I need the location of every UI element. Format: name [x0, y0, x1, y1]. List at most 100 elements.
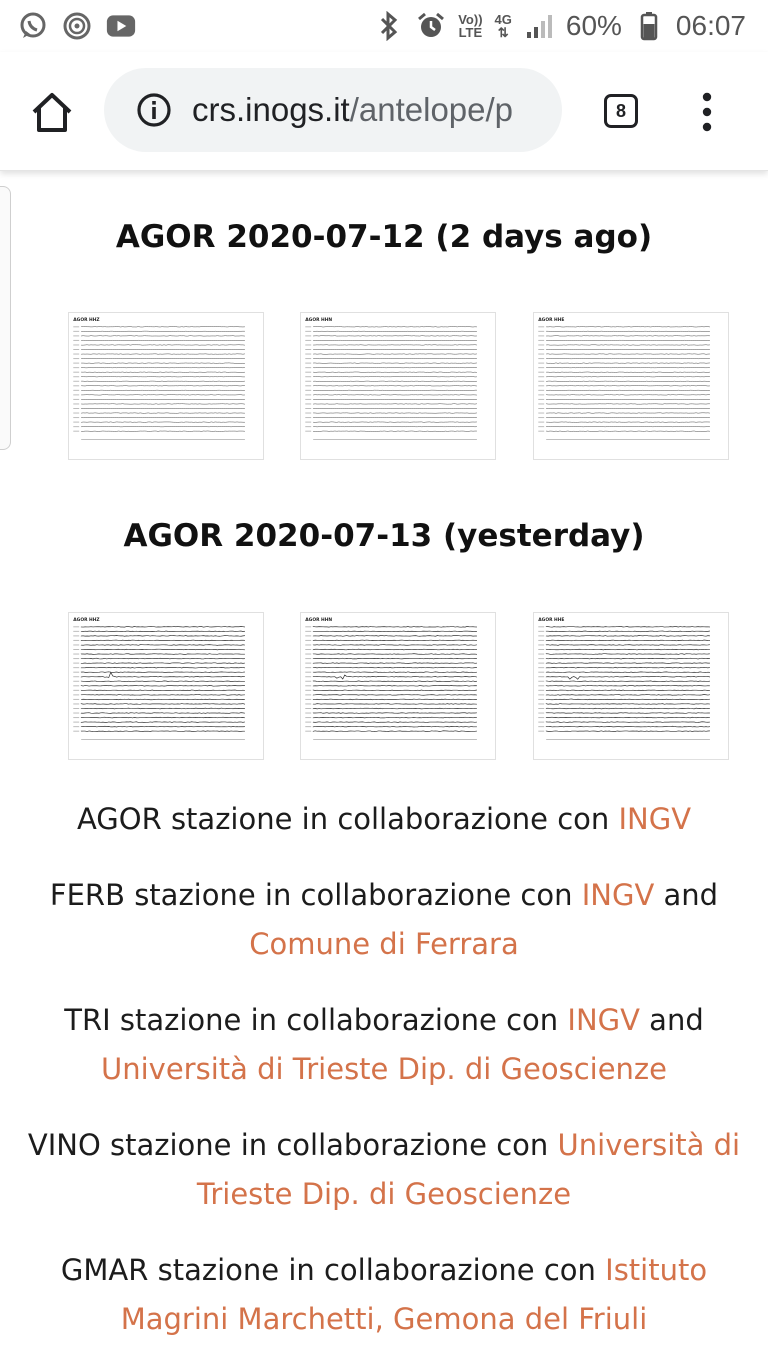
seismic-trace: [81, 663, 245, 664]
seismic-trace: [546, 640, 710, 641]
seismic-trace: [81, 672, 245, 677]
seismic-trace: [81, 658, 245, 659]
url-text[interactable]: crs.inogs.it/antelope/p: [192, 91, 513, 129]
seismic-trace: [313, 645, 477, 646]
url-path: /antelope/p: [350, 91, 513, 128]
seismic-trace: [81, 640, 245, 641]
seismic-trace: [81, 672, 245, 673]
seismic-trace: [81, 631, 245, 632]
info-icon[interactable]: [136, 92, 172, 128]
seismic-trace: [546, 699, 710, 700]
url-bar[interactable]: crs.inogs.it/antelope/p: [104, 68, 562, 152]
plot-channel-label: AGOR HHE: [538, 317, 564, 323]
seismogram-plot: AGOR HHZ: [69, 313, 263, 459]
seismic-trace: [313, 654, 477, 655]
volte-icon: Vo))LTE: [458, 13, 482, 39]
seismogram-plot: AGOR HHN: [301, 613, 495, 759]
seismic-trace: [546, 717, 710, 718]
seismogram-thumbnail[interactable]: AGOR HHZ: [68, 612, 264, 760]
seismic-trace: [313, 658, 477, 659]
seismogram-thumbnail[interactable]: AGOR HHN: [300, 612, 496, 760]
seismic-trace: [81, 708, 245, 709]
seismic-trace: [81, 626, 245, 627]
credit-link[interactable]: Università di Trieste Dip. di Geoscienze: [101, 1052, 667, 1086]
home-icon: [28, 88, 76, 136]
seismogram-plot: AGOR HHZ: [69, 613, 263, 759]
seismic-trace: [313, 685, 477, 686]
seismic-trace: [546, 731, 710, 732]
battery-icon: [634, 11, 664, 41]
credit-line-agor: AGOR stazione in collaborazione con INGV: [24, 795, 744, 844]
seismic-trace: [313, 722, 477, 723]
seismic-trace: [546, 704, 710, 705]
seismic-trace: [546, 626, 710, 627]
seismic-trace: [546, 695, 710, 696]
plot-channel-label: AGOR HHE: [538, 617, 564, 623]
seismic-trace: [546, 654, 710, 655]
seismic-trace: [313, 649, 477, 650]
seismic-trace: [81, 636, 245, 637]
seismic-trace: [546, 658, 710, 659]
seismic-trace: [546, 663, 710, 664]
seismic-trace: [81, 667, 245, 668]
seismic-trace: [313, 681, 477, 682]
seismic-trace: [546, 635, 710, 636]
browser-toolbar: crs.inogs.it/antelope/p 8: [0, 52, 768, 171]
plot-channel-label: AGOR HHZ: [73, 317, 99, 323]
seismic-trace: [546, 649, 710, 650]
section-title: AGOR 2020-07-13 (yesterday): [0, 518, 768, 554]
seismic-trace: [313, 726, 477, 727]
alarm-icon: [416, 11, 446, 41]
seismogram-thumbnail[interactable]: AGOR HHE: [533, 612, 729, 760]
seismic-trace: [546, 681, 710, 682]
bluetooth-icon: [374, 11, 404, 41]
credit-link[interactable]: INGV: [618, 802, 691, 836]
signal-icon: [524, 11, 554, 41]
seismic-trace: [546, 676, 710, 679]
credit-link[interactable]: Comune di Ferrara: [249, 927, 518, 961]
overflow-menu-button[interactable]: [694, 90, 720, 134]
seismic-trace: [546, 708, 710, 709]
credit-line-vino: VINO stazione in collaborazione con Univ…: [24, 1121, 744, 1219]
seismic-trace: [313, 663, 477, 664]
seismogram-plot: AGOR HHE: [534, 613, 728, 759]
seismic-trace: [546, 631, 710, 632]
seismogram-thumbnail[interactable]: AGOR HHN: [300, 312, 496, 460]
4g-icon: 4G⇅: [495, 13, 512, 39]
seismic-trace: [81, 649, 245, 650]
seismic-trace: [81, 685, 245, 686]
seismic-trace: [81, 704, 245, 705]
seismic-trace: [81, 645, 245, 646]
seismic-trace: [313, 731, 477, 732]
seismic-trace: [81, 654, 245, 655]
seismic-trace: [313, 636, 477, 637]
tab-switcher-button[interactable]: 8: [604, 94, 638, 128]
credit-link[interactable]: INGV: [567, 1003, 640, 1037]
station-credits: AGOR stazione in collaborazione con INGV…: [0, 795, 768, 1371]
seismic-trace: [313, 717, 477, 718]
plot-channel-label: AGOR HHZ: [73, 617, 99, 623]
section-title: AGOR 2020-07-12 (2 days ago): [0, 219, 768, 255]
seismic-trace: [546, 726, 710, 727]
seismic-trace: [81, 731, 245, 732]
seismic-trace: [546, 713, 710, 714]
status-bar-system: Vo))LTE 4G⇅ 60% 06:07: [374, 10, 768, 42]
seismic-trace: [313, 675, 477, 679]
battery-percent: 60%: [566, 10, 622, 42]
seismogram-thumbnail[interactable]: AGOR HHE: [533, 312, 729, 460]
seismic-trace: [546, 685, 710, 686]
whatsapp-icon: [18, 11, 48, 41]
seismic-trace: [546, 672, 710, 673]
credit-link[interactable]: INGV: [582, 878, 655, 912]
plot-channel-label: AGOR HHN: [305, 617, 332, 623]
seismic-trace: [81, 681, 245, 682]
home-button[interactable]: [28, 88, 76, 136]
seismogram-thumbnail[interactable]: AGOR HHZ: [68, 312, 264, 460]
seismic-trace: [81, 722, 245, 723]
hotspot-icon: [62, 11, 92, 41]
clock: 06:07: [676, 10, 746, 42]
seismic-trace: [313, 690, 477, 691]
credit-line-gmar: GMAR stazione in collaborazione con Isti…: [24, 1246, 744, 1344]
seismic-trace: [313, 640, 477, 641]
seismic-trace: [81, 699, 245, 700]
